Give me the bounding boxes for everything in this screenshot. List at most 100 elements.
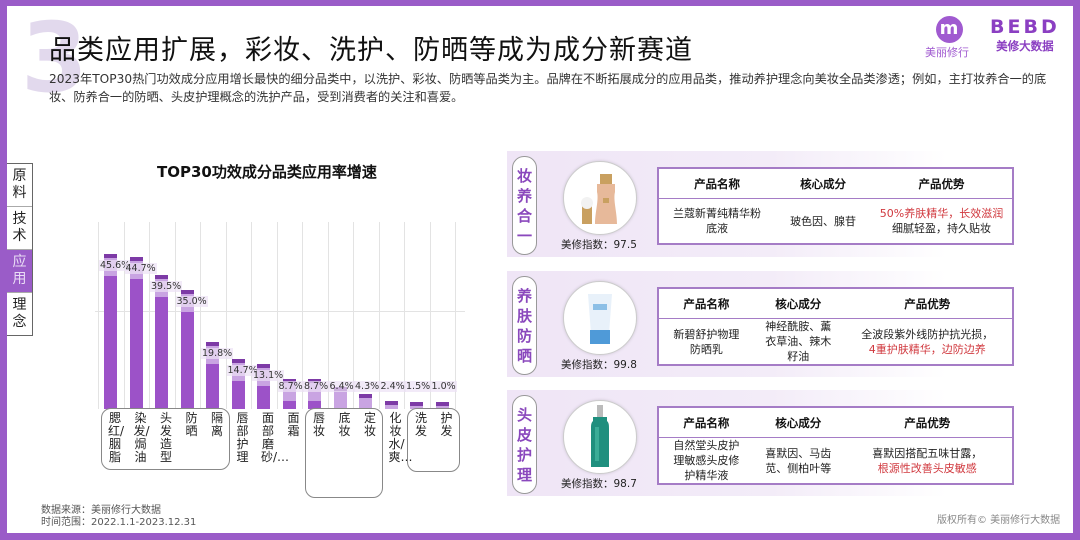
category-label: 唇妆 bbox=[312, 411, 325, 438]
category-group-box bbox=[305, 408, 383, 498]
bar-cap bbox=[180, 290, 194, 294]
category-label: 底妆 bbox=[338, 411, 351, 438]
gridline bbox=[353, 222, 354, 409]
product-advantage: 50%养肤精华，长效滋润 细腻轻盈，持久贴妆 bbox=[871, 199, 1013, 245]
bar-cap bbox=[129, 257, 143, 262]
gridline bbox=[225, 222, 227, 409]
col-ingredients: 核心成分 bbox=[753, 407, 843, 438]
bar bbox=[410, 402, 423, 409]
data-label: 2.4% bbox=[379, 381, 406, 392]
advantage-highlight: 根源性改善头皮敏感 bbox=[877, 461, 977, 475]
category-label: 面霜 bbox=[287, 411, 300, 438]
category-label: 头发造型 bbox=[159, 411, 172, 464]
score-value: 97.5 bbox=[613, 239, 637, 251]
sidenav-label: 应用 bbox=[12, 254, 27, 287]
bebd-logo: BEBD 美修大数据 bbox=[990, 16, 1060, 54]
product-table: 产品名称 核心成分 产品优势 新碧舒护物理防晒乳 神经酰胺、薰衣草油、辣木籽油 全波段紫… bbox=[657, 287, 1014, 366]
product-image-scalp-serum bbox=[563, 400, 637, 474]
bar bbox=[384, 400, 398, 409]
bar-label-band bbox=[359, 398, 372, 409]
sidenav-label: 技术 bbox=[12, 211, 27, 244]
col-product-name: 产品名称 bbox=[658, 407, 754, 438]
sidenav-item-application[interactable]: 应用 bbox=[7, 250, 32, 293]
data-label: 1.5% bbox=[405, 381, 432, 392]
data-label: 19.8% bbox=[201, 347, 234, 359]
bar bbox=[155, 274, 168, 409]
copyright: 版权所有© 美丽修行大数据 bbox=[937, 515, 1061, 526]
data-label: 35.0% bbox=[175, 296, 208, 307]
bar-cap bbox=[359, 394, 372, 399]
product-score: 美修指数：99.8 bbox=[561, 357, 637, 372]
sidenav-item-technology[interactable]: 技术 bbox=[7, 207, 32, 250]
card-tag: 养肤防晒 bbox=[512, 276, 537, 375]
data-label: 45.6% bbox=[99, 259, 132, 271]
product-name: 新碧舒护物理防晒乳 bbox=[673, 327, 740, 356]
gridline bbox=[429, 222, 431, 409]
bar-chart: 45.6% 44.7% 39.5% 35.0% 19.8% 14.7% 13.1% 8.7% 8… bbox=[95, 222, 465, 409]
product-ingredients: 玻色因、腺苷 bbox=[790, 214, 857, 228]
bar-cap bbox=[257, 364, 270, 369]
data-label: 8.7% bbox=[277, 381, 304, 392]
advantage-text: 细腻轻盈，持久贴妆 bbox=[891, 222, 991, 235]
bebd-logo-icon: BEBD bbox=[990, 16, 1060, 38]
page: 3 品类应用扩展，彩妆、洗护、防晒等成为成分新赛道 2023年TOP30热门功效… bbox=[7, 6, 1073, 533]
gridline bbox=[276, 222, 278, 409]
col-advantage: 产品优势 bbox=[842, 407, 1013, 438]
data-label: 8.7% bbox=[303, 381, 330, 392]
category-label: 染发/焗油 bbox=[133, 411, 150, 464]
score-label: 美修指数： bbox=[561, 478, 614, 490]
score-label: 美修指数： bbox=[561, 239, 614, 251]
bar-label-band bbox=[333, 391, 347, 409]
col-ingredients: 核心成分 bbox=[753, 288, 843, 319]
sidenav-item-raw-material[interactable]: 原料 bbox=[7, 164, 32, 207]
m-logo-icon: m bbox=[935, 16, 963, 43]
advantage-highlight: 50%养肤精华，长效滋润 bbox=[879, 207, 1004, 220]
score-value: 98.7 bbox=[613, 478, 637, 490]
gridline bbox=[404, 222, 405, 409]
meili-xiuxing-logo: m 美丽修行 bbox=[925, 16, 969, 60]
bar bbox=[333, 387, 347, 409]
product-image-sunscreen bbox=[563, 281, 637, 355]
bar-cap bbox=[410, 402, 423, 406]
bar-cap bbox=[384, 400, 398, 405]
card-tag-text: 妆养合一 bbox=[516, 166, 532, 245]
sidenav-label: 理念 bbox=[12, 297, 27, 330]
product-name: 自然堂头皮护理敏感头皮修护精华液 bbox=[673, 439, 740, 482]
card-tag-text: 头皮护理 bbox=[516, 405, 532, 484]
gridline bbox=[174, 222, 176, 409]
bar bbox=[359, 394, 372, 409]
data-label: 1.0% bbox=[430, 381, 457, 392]
sidenav-item-concept[interactable]: 理念 bbox=[7, 293, 32, 335]
data-label: 13.1% bbox=[252, 370, 285, 382]
time-range: 时间范围：2022.1.1-2023.12.31 bbox=[41, 517, 197, 528]
bar-cap bbox=[155, 274, 168, 279]
product-score: 美修指数：98.7 bbox=[561, 476, 637, 491]
gridline bbox=[302, 222, 303, 409]
bar bbox=[435, 402, 449, 409]
gridline bbox=[123, 222, 125, 409]
category-label: 腮红/胭脂 bbox=[108, 411, 125, 464]
col-advantage: 产品优势 bbox=[842, 288, 1013, 319]
advantage-highlight: 4重护肤精华，边防边养 bbox=[868, 342, 986, 356]
product-advantage: 全波段紫外线防护抗光损， 4重护肤精华，边防边养 bbox=[843, 319, 1013, 366]
data-label: 4.3% bbox=[354, 381, 381, 392]
logo-left-text: 美丽修行 bbox=[925, 46, 969, 59]
card-tag: 头皮护理 bbox=[512, 395, 537, 494]
gridline bbox=[149, 222, 150, 409]
bar-label-band bbox=[384, 404, 398, 409]
bar bbox=[180, 290, 194, 409]
product-image-foundation bbox=[563, 161, 637, 235]
category-label: 化妆水/爽… bbox=[388, 411, 413, 464]
logo-right-text: 美修大数据 bbox=[996, 39, 1054, 53]
bar-label-band bbox=[435, 406, 449, 409]
advantage-text: 喜默因搭配五味甘露， bbox=[872, 446, 983, 460]
category-label: 面部磨砂/… bbox=[261, 411, 290, 464]
category-label: 定妆 bbox=[363, 411, 376, 438]
product-card: 头皮护理 美修指数：98.7 产品名称 核心成分 产品优势 自然堂头皮护理敏感头皮修… bbox=[507, 390, 1014, 496]
card-tag: 妆养合一 bbox=[512, 156, 537, 255]
advantage-text: 全波段紫外线防护抗光损， bbox=[861, 327, 994, 341]
product-advantage: 喜默因搭配五味甘露， 根源性改善头皮敏感 bbox=[843, 438, 1013, 485]
category-group-box bbox=[407, 408, 460, 472]
gridline bbox=[378, 222, 380, 409]
product-card: 妆养合一 美修指数：97.5 产品名称 核心成分 产品优势 兰蔻新菁纯精华粉底液 玻色… bbox=[507, 151, 1014, 257]
